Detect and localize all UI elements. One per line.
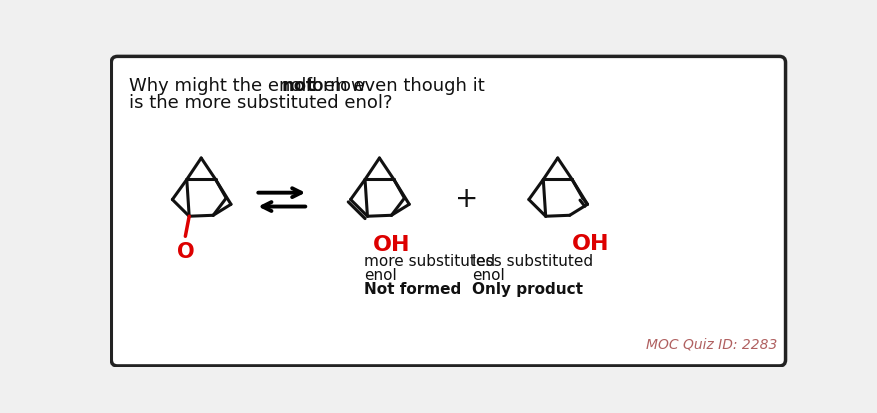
Text: is the more substituted enol?: is the more substituted enol? (129, 94, 392, 112)
Text: MOC Quiz ID: 2283: MOC Quiz ID: 2283 (645, 337, 777, 351)
Text: +: + (454, 185, 477, 213)
FancyBboxPatch shape (111, 57, 785, 366)
Text: less substituted: less substituted (472, 254, 593, 269)
Text: enol: enol (472, 268, 504, 282)
Text: Only product: Only product (472, 282, 583, 297)
Text: OH: OH (373, 235, 410, 255)
Text: O: O (176, 241, 194, 261)
Text: not: not (281, 77, 314, 95)
Text: more substituted: more substituted (364, 254, 495, 269)
Text: enol: enol (364, 268, 396, 282)
Text: Why might the enol below: Why might the enol below (129, 77, 371, 95)
Text: OH: OH (572, 234, 609, 254)
Text: form even though it: form even though it (299, 77, 484, 95)
Text: Not formed: Not formed (364, 282, 460, 297)
